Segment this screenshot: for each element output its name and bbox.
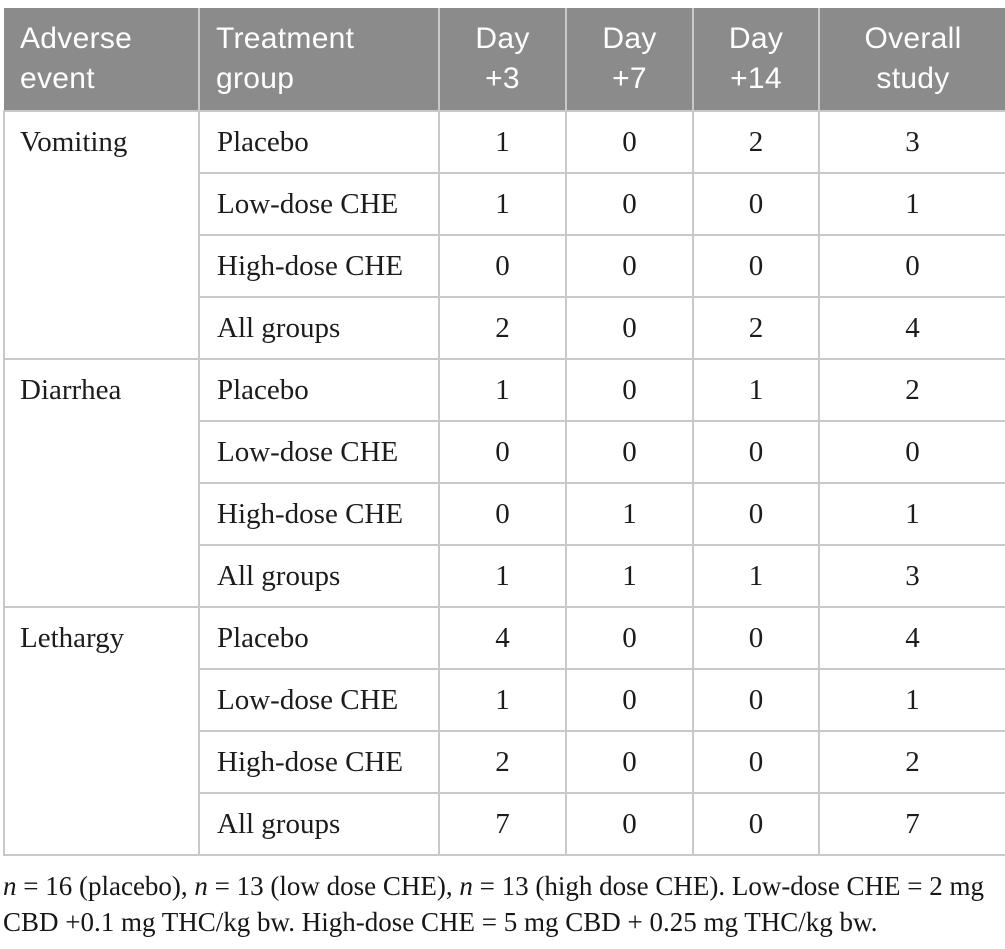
value-cell: 1 [818, 172, 1005, 236]
value-cell: 0 [565, 730, 694, 794]
value-cell: 3 [818, 110, 1005, 174]
footnote-italic-n: n [3, 871, 17, 901]
value-cell: 1 [818, 482, 1005, 546]
table-row: High-dose CHE 2 0 0 2 [4, 730, 1005, 794]
value-cell: 0 [438, 482, 567, 546]
value-cell: 2 [692, 296, 820, 360]
table-footnote: n = 16 (placebo), n = 13 (low dose CHE),… [3, 869, 1005, 940]
table-row: All groups 1 1 1 3 [4, 544, 1005, 608]
value-cell: 0 [565, 606, 694, 670]
footnote-text: = 13 (low dose CHE), [207, 871, 460, 901]
table-row: Low-dose CHE 1 0 0 1 [4, 172, 1005, 236]
treatment-group-cell: Placebo [198, 358, 440, 422]
value-cell: 4 [438, 606, 567, 670]
table-row: Vomiting Placebo 1 0 2 3 [3, 110, 1005, 360]
value-cell: 0 [438, 420, 567, 484]
value-cell: 1 [692, 358, 820, 422]
table-row: High-dose CHE 0 0 0 0 [4, 234, 1005, 298]
value-cell: 2 [438, 296, 567, 360]
value-cell: 2 [692, 110, 820, 174]
col-header-overall-study: Overall study [818, 8, 1005, 111]
adverse-event-cell: Diarrhea [3, 358, 200, 608]
value-cell: 0 [692, 482, 820, 546]
adverse-events-table: Adverse event Treatment group Day +3 Day… [3, 8, 1005, 856]
treatment-group-cell: High-dose CHE [198, 730, 440, 794]
table-body: Vomiting Placebo 1 0 2 3 Low-dose CHE 1 0 0 1 High-… [3, 110, 1005, 856]
value-cell: 7 [438, 792, 567, 856]
value-cell: 3 [818, 544, 1005, 608]
value-cell: 0 [692, 172, 820, 236]
table-header: Adverse event Treatment group Day +3 Day… [4, 8, 1005, 111]
value-cell: 1 [438, 544, 567, 608]
treatment-group-cell: Placebo [198, 606, 440, 670]
value-cell: 0 [565, 110, 694, 174]
value-cell: 4 [818, 296, 1005, 360]
value-cell: 0 [565, 420, 694, 484]
table-row: High-dose CHE 0 1 0 1 [4, 482, 1005, 546]
value-cell: 1 [438, 110, 567, 174]
treatment-group-cell: Low-dose CHE [198, 420, 440, 484]
treatment-group-cell: All groups [198, 792, 440, 856]
col-header-day-7: Day +7 [565, 8, 693, 111]
treatment-group-cell: All groups [198, 296, 440, 360]
footnote-italic-n: n [194, 871, 208, 901]
treatment-group-cell: High-dose CHE [198, 234, 440, 298]
footnote-italic-n: n [459, 871, 473, 901]
table-row: All groups 2 0 2 4 [4, 296, 1005, 360]
footnote-text: = 16 (placebo), [16, 871, 195, 901]
header-row: Adverse event Treatment group Day +3 Day… [4, 8, 1005, 111]
value-cell: 0 [565, 296, 694, 360]
adverse-event-cell: Vomiting [3, 110, 200, 360]
treatment-group-cell: High-dose CHE [198, 482, 440, 546]
treatment-group-cell: Placebo [198, 110, 440, 174]
col-header-day-3: Day +3 [438, 8, 566, 111]
value-cell: 2 [818, 730, 1005, 794]
value-cell: 0 [692, 792, 820, 856]
table-row: All groups 7 0 0 7 [4, 792, 1005, 856]
value-cell: 0 [692, 668, 820, 732]
value-cell: 0 [692, 606, 820, 670]
treatment-group-cell: Low-dose CHE [198, 172, 440, 236]
value-cell: 2 [818, 358, 1005, 422]
value-cell: 0 [565, 668, 694, 732]
adverse-event-cell: Lethargy [3, 606, 200, 856]
value-cell: 1 [565, 482, 694, 546]
table-row: Low-dose CHE 0 0 0 0 [4, 420, 1005, 484]
value-cell: 1 [438, 358, 567, 422]
value-cell: 1 [565, 544, 694, 608]
value-cell: 0 [818, 234, 1005, 298]
value-cell: 0 [565, 172, 694, 236]
value-cell: 1 [818, 668, 1005, 732]
value-cell: 0 [692, 730, 820, 794]
footnote-text: = 13 (high dose CHE). Low-dose CHE = 2 m… [3, 871, 985, 937]
table-row: Diarrhea Placebo 1 0 1 2 [3, 358, 1005, 608]
value-cell: 1 [438, 172, 567, 236]
treatment-group-cell: Low-dose CHE [198, 668, 440, 732]
value-cell: 0 [818, 420, 1005, 484]
value-cell: 0 [565, 792, 694, 856]
value-cell: 4 [818, 606, 1005, 670]
value-cell: 7 [818, 792, 1005, 856]
col-header-day-14: Day +14 [692, 8, 819, 111]
adverse-events-table-container: Adverse event Treatment group Day +3 Day… [3, 8, 1005, 856]
value-cell: 0 [565, 234, 694, 298]
value-cell: 1 [692, 544, 820, 608]
value-cell: 0 [438, 234, 567, 298]
value-cell: 0 [565, 358, 694, 422]
table-row: Lethargy Placebo 4 0 0 4 [3, 606, 1005, 856]
value-cell: 0 [692, 420, 820, 484]
col-header-adverse-event: Adverse event [4, 8, 199, 111]
treatment-group-cell: All groups [198, 544, 440, 608]
table-row: Low-dose CHE 1 0 0 1 [4, 668, 1005, 732]
value-cell: 2 [438, 730, 567, 794]
col-header-treatment-group: Treatment group [198, 8, 439, 111]
value-cell: 1 [438, 668, 567, 732]
value-cell: 0 [692, 234, 820, 298]
